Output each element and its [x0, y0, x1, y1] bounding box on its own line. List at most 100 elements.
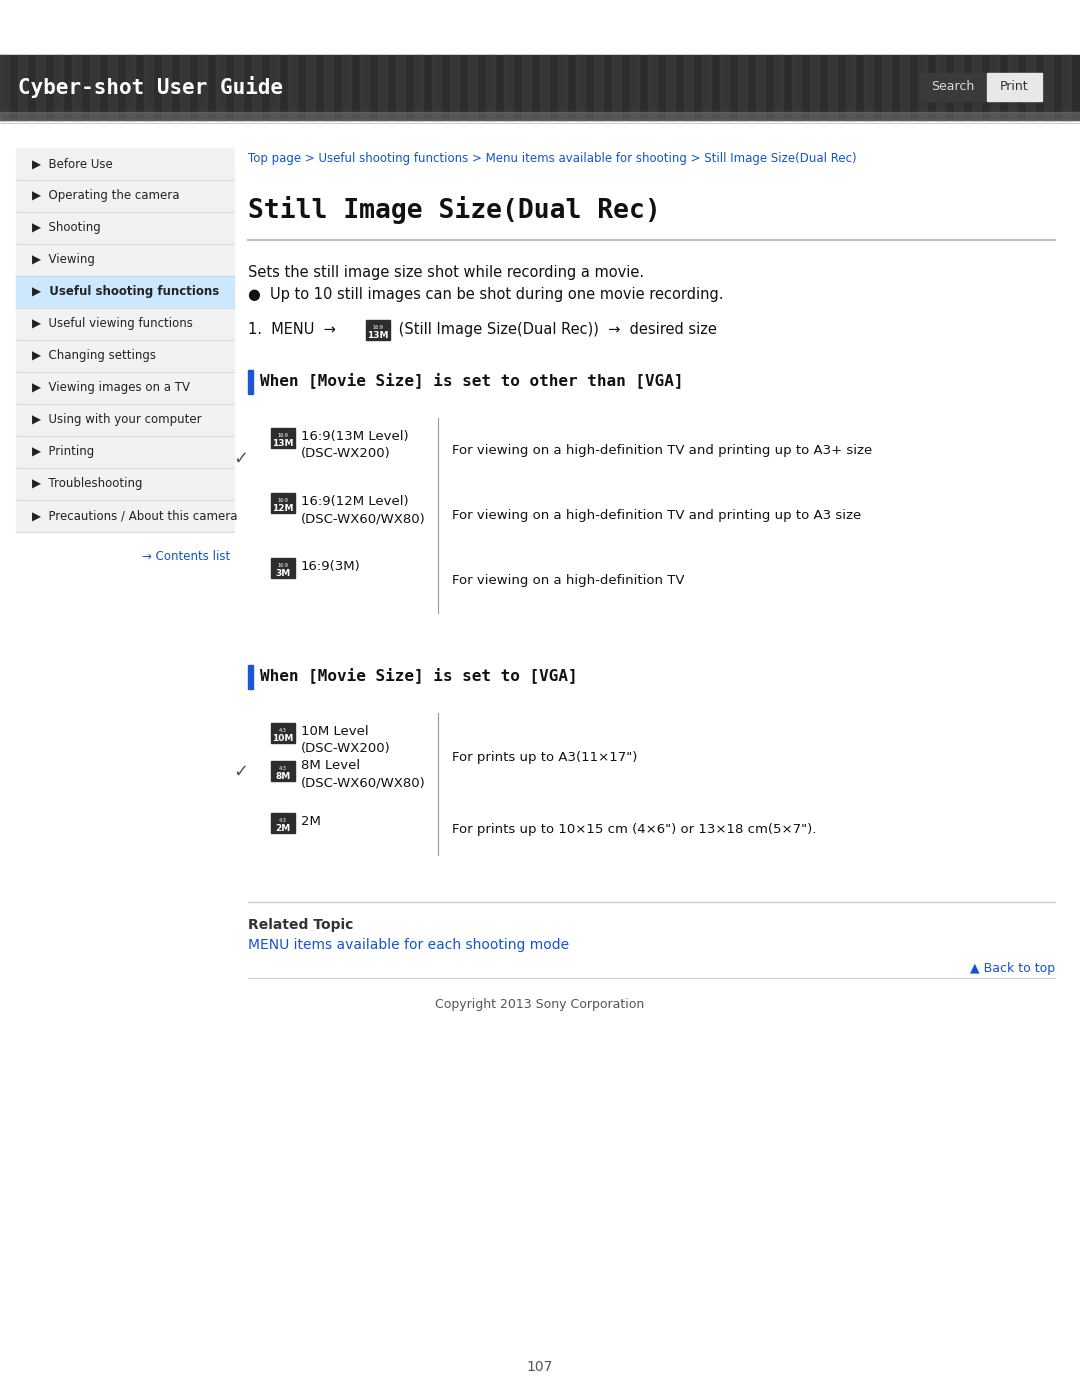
Text: (DSC-WX200): (DSC-WX200) — [301, 447, 391, 460]
Bar — [16, 148, 234, 180]
Text: ▲ Back to top: ▲ Back to top — [970, 963, 1055, 975]
Bar — [1044, 54, 1053, 120]
Text: 16:9(13M Level): 16:9(13M Level) — [301, 430, 408, 443]
Bar — [248, 665, 253, 689]
Bar — [522, 54, 531, 120]
Text: For prints up to 10×15 cm (4×6") or 13×18 cm(5×7").: For prints up to 10×15 cm (4×6") or 13×1… — [453, 823, 816, 835]
Text: 10M: 10M — [272, 733, 294, 743]
Bar — [264, 418, 1050, 483]
Bar — [264, 418, 1050, 483]
Text: Search: Search — [931, 81, 974, 94]
Bar — [162, 54, 171, 120]
Text: ●  Up to 10 still images can be shot during one movie recording.: ● Up to 10 still images can be shot duri… — [248, 286, 724, 302]
Bar — [126, 54, 135, 120]
Text: ▶  Before Use: ▶ Before Use — [32, 158, 112, 170]
Bar — [774, 54, 783, 120]
Bar — [864, 54, 873, 120]
Text: 16:9: 16:9 — [278, 563, 288, 569]
Bar — [792, 54, 801, 120]
Text: ▶  Shooting: ▶ Shooting — [32, 222, 100, 235]
Text: 10M Level: 10M Level — [301, 725, 368, 738]
Bar — [264, 548, 1050, 613]
Bar — [264, 712, 1050, 803]
Text: 16:9(3M): 16:9(3M) — [301, 560, 361, 573]
Bar — [612, 54, 621, 120]
Text: (DSC-WX200): (DSC-WX200) — [301, 742, 391, 754]
Bar — [271, 813, 295, 833]
Text: 1.  MENU  →: 1. MENU → — [248, 321, 336, 337]
Text: (Still Image Size(Dual Rec))  →  desired size: (Still Image Size(Dual Rec)) → desired s… — [394, 321, 717, 337]
Bar — [16, 339, 234, 372]
Bar — [16, 277, 234, 307]
Bar — [16, 307, 234, 339]
Bar — [264, 483, 1050, 548]
Bar — [264, 803, 1050, 855]
Text: Sets the still image size shot while recording a movie.: Sets the still image size shot while rec… — [248, 265, 644, 279]
Bar — [920, 73, 985, 101]
Text: MENU items available for each shooting mode: MENU items available for each shooting m… — [248, 937, 569, 951]
Bar — [16, 500, 234, 532]
Bar — [342, 54, 351, 120]
Bar — [954, 54, 963, 120]
Bar — [396, 54, 405, 120]
Bar — [288, 54, 297, 120]
Bar — [360, 54, 369, 120]
Bar — [900, 54, 909, 120]
Text: Print: Print — [1000, 81, 1028, 94]
Text: 4:3: 4:3 — [279, 728, 287, 733]
Text: ▶  Operating the camera: ▶ Operating the camera — [32, 190, 179, 203]
Bar — [630, 54, 639, 120]
Bar — [16, 244, 234, 277]
Text: 4:3: 4:3 — [279, 766, 287, 771]
Bar — [987, 73, 1042, 101]
Bar — [450, 54, 459, 120]
Bar — [252, 54, 261, 120]
Bar — [1008, 54, 1017, 120]
Bar — [987, 73, 1042, 101]
Bar — [198, 54, 207, 120]
Bar — [918, 54, 927, 120]
Text: For viewing on a high-definition TV and printing up to A3+ size: For viewing on a high-definition TV and … — [453, 444, 873, 457]
Bar — [684, 54, 693, 120]
Text: 16:9: 16:9 — [373, 326, 383, 330]
Bar — [271, 427, 295, 448]
Bar — [0, 54, 9, 120]
Text: ▶  Viewing images on a TV: ▶ Viewing images on a TV — [32, 381, 190, 394]
Text: 16:9: 16:9 — [278, 497, 288, 503]
Bar — [702, 54, 711, 120]
Bar — [216, 54, 225, 120]
Bar — [16, 180, 234, 212]
Text: 12M: 12M — [272, 504, 294, 513]
Bar — [16, 468, 234, 500]
Text: ▶  Changing settings: ▶ Changing settings — [32, 349, 156, 362]
Bar — [414, 54, 423, 120]
Bar — [271, 761, 295, 781]
Bar — [36, 54, 45, 120]
Text: 16:9: 16:9 — [278, 433, 288, 439]
Text: Top page > Useful shooting functions > Menu items available for shooting > Still: Top page > Useful shooting functions > M… — [248, 152, 856, 165]
Text: 2M: 2M — [301, 814, 321, 828]
Bar — [936, 54, 945, 120]
Bar — [16, 404, 234, 436]
Bar — [594, 54, 603, 120]
Bar — [486, 54, 495, 120]
Text: ▶  Troubleshooting: ▶ Troubleshooting — [32, 478, 143, 490]
Bar — [504, 54, 513, 120]
Text: ▶  Using with your computer: ▶ Using with your computer — [32, 414, 202, 426]
Text: 3M: 3M — [275, 569, 291, 578]
Bar — [144, 54, 153, 120]
Text: 4:3: 4:3 — [279, 819, 287, 823]
Text: ▶  Printing: ▶ Printing — [32, 446, 94, 458]
Bar — [648, 54, 657, 120]
Bar — [264, 712, 1050, 803]
Bar — [540, 54, 549, 120]
Bar — [882, 54, 891, 120]
Text: Copyright 2013 Sony Corporation: Copyright 2013 Sony Corporation — [435, 997, 645, 1011]
Bar — [756, 54, 765, 120]
Bar — [180, 54, 189, 120]
Text: ▶  Useful viewing functions: ▶ Useful viewing functions — [32, 317, 193, 331]
Bar — [234, 54, 243, 120]
Bar — [90, 54, 99, 120]
Bar — [264, 803, 1050, 855]
Bar — [248, 370, 253, 394]
